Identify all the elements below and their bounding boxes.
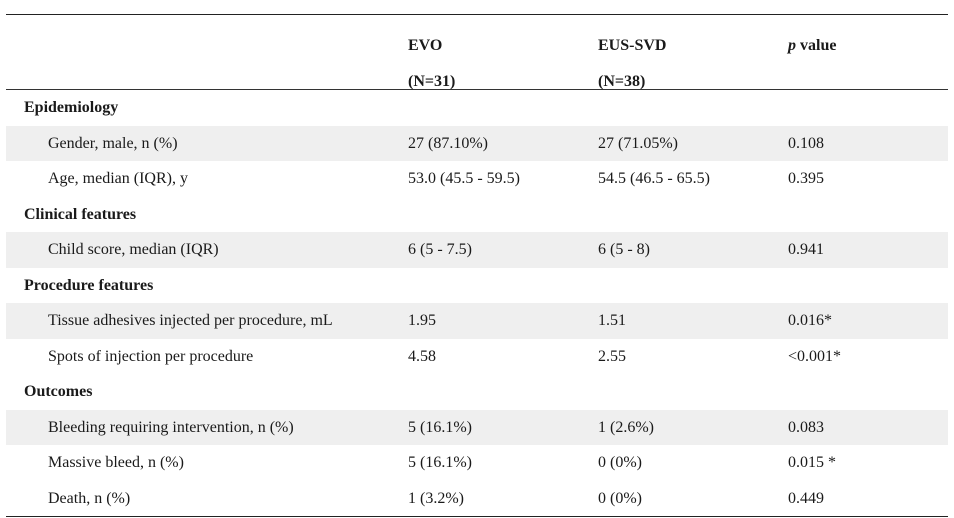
table-row: Child score, median (IQR) 6 (5 - 7.5) 6 … — [6, 232, 948, 268]
row-label: Age, median (IQR), y — [48, 170, 188, 187]
header-rule — [6, 89, 948, 90]
header-evo-n: (N=31) — [408, 73, 456, 90]
cell-p-value: 0.016* — [788, 312, 832, 329]
row-label: Massive bleed, n (%) — [48, 454, 184, 471]
cell-p-value: 0.941 — [788, 241, 824, 258]
cell-p-value: 0.108 — [788, 134, 824, 152]
cell-eus-svd: 27 (71.05%) — [598, 134, 678, 152]
row-label: Bleeding requiring intervention, n (%) — [48, 418, 294, 436]
table-row: Spots of injection per procedure 4.58 2.… — [6, 339, 948, 375]
cell-evo: 5 (16.1%) — [408, 454, 472, 471]
cell-p-value: 0.015 * — [788, 454, 836, 471]
row-label: Death, n (%) — [48, 489, 131, 507]
bottom-rule — [6, 516, 948, 517]
cell-evo: 27 (87.10%) — [408, 134, 488, 152]
section-title: Epidemiology — [24, 99, 119, 116]
row-label: Spots of injection per procedure — [48, 347, 254, 365]
cell-p-value: 0.395 — [788, 170, 824, 187]
section-epidemiology: Epidemiology — [6, 90, 948, 126]
header-eus-svd: EUS-SVD (N=38) — [598, 28, 666, 100]
cell-p-value: <0.001* — [788, 347, 842, 365]
cell-evo: 1.95 — [408, 312, 436, 329]
section-clinical-features: Clinical features — [6, 197, 948, 233]
cell-evo: 4.58 — [408, 347, 436, 365]
cell-evo: 5 (16.1%) — [408, 418, 472, 436]
section-outcomes: Outcomes — [6, 374, 948, 410]
cell-evo: 1 (3.2%) — [408, 489, 464, 507]
section-title: Clinical features — [24, 205, 137, 223]
cell-evo: 6 (5 - 7.5) — [408, 241, 472, 258]
comparison-table: EVO (N=31) EUS-SVD (N=38) p value Epidem… — [6, 14, 948, 517]
table-row: Gender, male, n (%) 27 (87.10%) 27 (71.0… — [6, 125, 948, 161]
table-row: Bleeding requiring intervention, n (%) 5… — [6, 409, 948, 445]
row-label: Child score, median (IQR) — [48, 241, 219, 258]
cell-eus-svd: 1.51 — [598, 312, 626, 329]
table-row: Tissue adhesives injected per procedure,… — [6, 303, 948, 339]
section-title: Outcomes — [24, 383, 93, 400]
cell-eus-svd: 6 (5 - 8) — [598, 241, 650, 258]
header-p-italic: p — [788, 37, 796, 54]
row-label: Gender, male, n (%) — [48, 134, 178, 152]
cell-p-value: 0.449 — [788, 489, 824, 507]
cell-eus-svd: 0 (0%) — [598, 454, 642, 471]
top-rule — [6, 14, 948, 15]
section-procedure-features: Procedure features — [6, 268, 948, 304]
row-label: Tissue adhesives injected per procedure,… — [48, 312, 333, 329]
header-p-value: p value — [788, 28, 836, 64]
header-eus-svd-n: (N=38) — [598, 73, 646, 90]
cell-eus-svd: 54.5 (46.5 - 65.5) — [598, 170, 710, 187]
table-row: Age, median (IQR), y 53.0 (45.5 - 59.5) … — [6, 161, 948, 197]
section-title: Procedure features — [24, 276, 154, 294]
header-p-rest: value — [796, 37, 837, 54]
cell-eus-svd: 1 (2.6%) — [598, 418, 654, 436]
table-row: Massive bleed, n (%) 5 (16.1%) 0 (0%) 0.… — [6, 445, 948, 481]
header-evo-name: EVO — [408, 37, 443, 54]
table-header: EVO (N=31) EUS-SVD (N=38) p value — [6, 15, 948, 90]
cell-eus-svd: 0 (0%) — [598, 489, 642, 507]
header-eus-svd-name: EUS-SVD — [598, 37, 667, 54]
cell-eus-svd: 2.55 — [598, 347, 626, 365]
header-evo: EVO (N=31) — [408, 28, 455, 100]
cell-p-value: 0.083 — [788, 418, 824, 436]
table-row: Death, n (%) 1 (3.2%) 0 (0%) 0.449 — [6, 481, 948, 517]
cell-evo: 53.0 (45.5 - 59.5) — [408, 170, 520, 187]
